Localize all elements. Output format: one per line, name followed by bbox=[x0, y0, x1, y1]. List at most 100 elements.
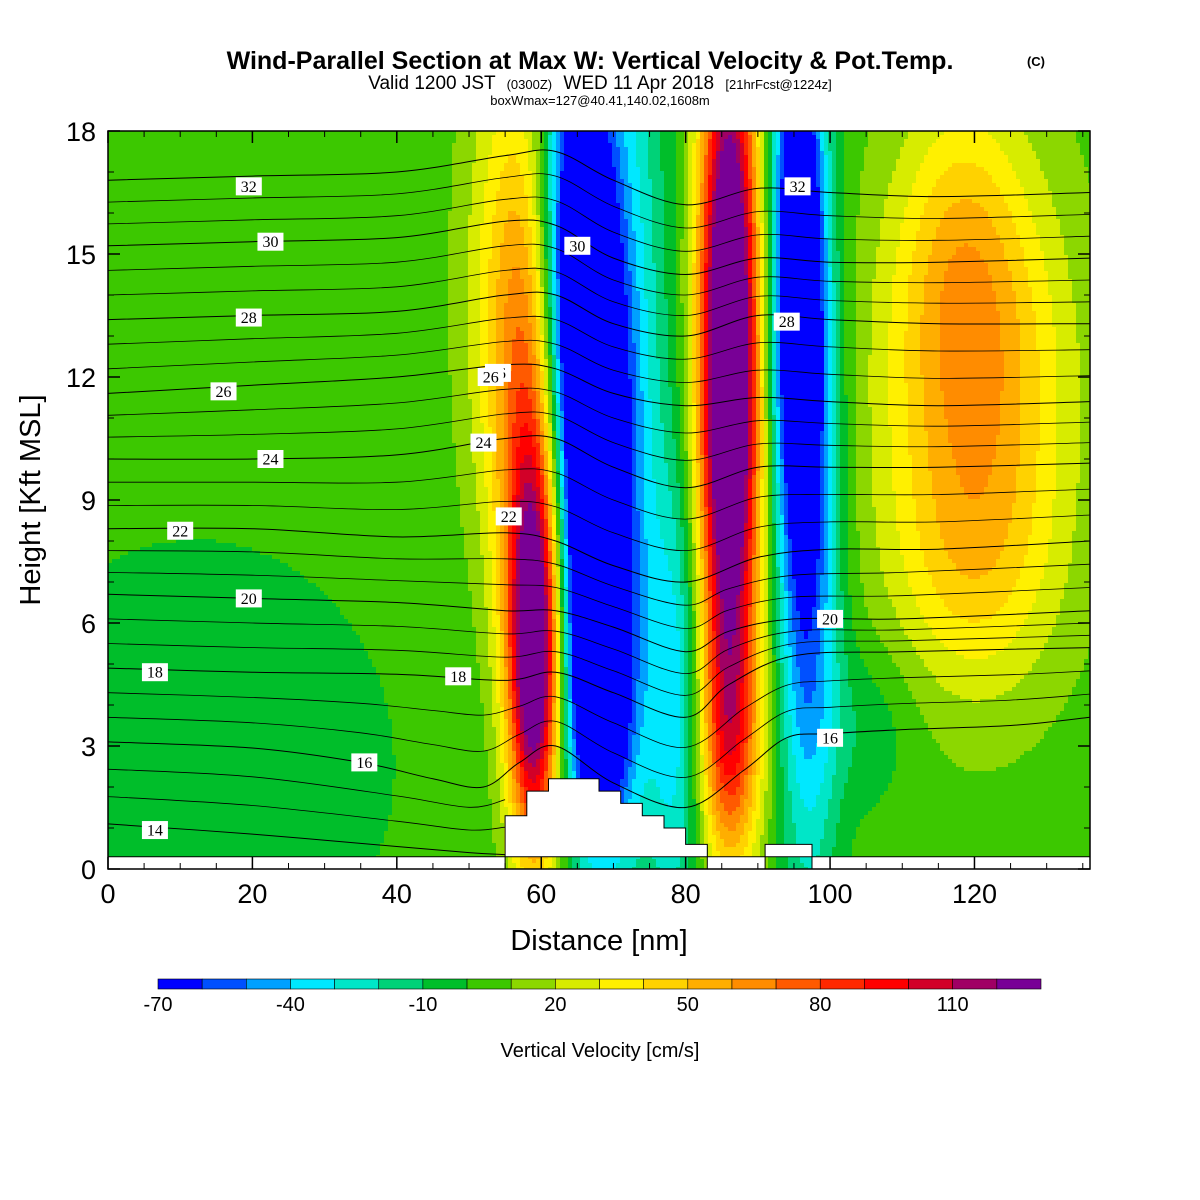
velocity-cell bbox=[288, 199, 293, 204]
velocity-cell bbox=[740, 203, 745, 208]
velocity-cell bbox=[600, 179, 605, 184]
velocity-cell bbox=[856, 147, 861, 152]
velocity-cell bbox=[112, 143, 117, 148]
velocity-cell bbox=[508, 199, 513, 204]
velocity-cell bbox=[700, 171, 705, 176]
velocity-cell bbox=[972, 143, 977, 148]
velocity-cell bbox=[332, 159, 337, 164]
velocity-cell bbox=[624, 171, 629, 176]
velocity-cell bbox=[788, 139, 793, 144]
velocity-cell bbox=[196, 143, 201, 148]
velocity-cell bbox=[392, 187, 397, 192]
velocity-cell bbox=[1084, 155, 1089, 160]
velocity-cell bbox=[348, 203, 353, 208]
velocity-cell bbox=[972, 151, 977, 156]
velocity-cell bbox=[964, 203, 969, 208]
velocity-cell bbox=[152, 167, 157, 172]
velocity-cell bbox=[672, 191, 677, 196]
velocity-cell bbox=[1060, 159, 1065, 164]
velocity-cell bbox=[636, 167, 641, 172]
velocity-cell bbox=[396, 159, 401, 164]
velocity-cell bbox=[952, 207, 957, 212]
velocity-cell bbox=[164, 179, 169, 184]
velocity-cell bbox=[424, 179, 429, 184]
velocity-cell bbox=[996, 171, 1001, 176]
velocity-cell bbox=[656, 143, 661, 148]
velocity-cell bbox=[920, 179, 925, 184]
velocity-cell bbox=[1000, 203, 1005, 208]
velocity-cell bbox=[728, 147, 733, 152]
velocity-cell bbox=[620, 175, 625, 180]
velocity-cell bbox=[1036, 159, 1041, 164]
velocity-cell bbox=[744, 179, 749, 184]
velocity-cell bbox=[876, 179, 881, 184]
velocity-cell bbox=[880, 175, 885, 180]
velocity-cell bbox=[708, 179, 713, 184]
velocity-cell bbox=[608, 159, 613, 164]
velocity-cell bbox=[760, 203, 765, 208]
velocity-cell bbox=[808, 167, 813, 172]
velocity-cell bbox=[996, 155, 1001, 160]
velocity-cell bbox=[404, 135, 409, 140]
velocity-cell bbox=[948, 207, 953, 212]
velocity-cell bbox=[916, 147, 921, 152]
velocity-cell bbox=[512, 207, 517, 212]
velocity-cell bbox=[720, 147, 725, 152]
velocity-cell bbox=[1056, 143, 1061, 148]
velocity-cell bbox=[704, 163, 709, 168]
velocity-cell bbox=[500, 171, 505, 176]
velocity-cell bbox=[148, 187, 153, 192]
velocity-cell bbox=[828, 151, 833, 156]
velocity-cell bbox=[384, 139, 389, 144]
velocity-cell bbox=[1088, 199, 1090, 204]
velocity-cell bbox=[492, 199, 497, 204]
velocity-cell bbox=[480, 147, 485, 152]
velocity-cell bbox=[1056, 179, 1061, 184]
velocity-cell bbox=[544, 207, 549, 212]
velocity-cell bbox=[1024, 179, 1029, 184]
velocity-cell bbox=[340, 203, 345, 208]
velocity-cell bbox=[224, 195, 229, 200]
velocity-cell bbox=[284, 207, 289, 212]
velocity-cell bbox=[456, 187, 461, 192]
velocity-cell bbox=[140, 203, 145, 208]
velocity-cell bbox=[1064, 187, 1069, 192]
velocity-cell bbox=[928, 175, 933, 180]
velocity-cell bbox=[876, 135, 881, 140]
velocity-cell bbox=[876, 171, 881, 176]
velocity-cell bbox=[792, 207, 797, 212]
velocity-cell bbox=[744, 203, 749, 208]
velocity-cell bbox=[372, 207, 377, 212]
velocity-cell bbox=[364, 159, 369, 164]
velocity-cell bbox=[884, 135, 889, 140]
velocity-cell bbox=[804, 135, 809, 140]
velocity-cell bbox=[752, 147, 757, 152]
velocity-cell bbox=[180, 147, 185, 152]
velocity-cell bbox=[884, 147, 889, 152]
velocity-cell bbox=[216, 195, 221, 200]
velocity-cell bbox=[724, 175, 729, 180]
velocity-cell bbox=[816, 191, 821, 196]
velocity-cell bbox=[540, 147, 545, 152]
velocity-cell bbox=[120, 211, 125, 216]
velocity-cell bbox=[960, 187, 965, 192]
velocity-cell bbox=[660, 179, 665, 184]
velocity-cell bbox=[248, 131, 253, 136]
velocity-cell bbox=[384, 135, 389, 140]
velocity-cell bbox=[868, 155, 873, 160]
velocity-cell bbox=[576, 135, 581, 140]
velocity-cell bbox=[416, 203, 421, 208]
velocity-cell bbox=[208, 171, 213, 176]
velocity-cell bbox=[1044, 167, 1049, 172]
velocity-cell bbox=[884, 159, 889, 164]
velocity-cell bbox=[664, 159, 669, 164]
velocity-cell bbox=[376, 211, 381, 216]
velocity-cell bbox=[224, 171, 229, 176]
velocity-cell bbox=[612, 155, 617, 160]
velocity-cell bbox=[1060, 207, 1065, 212]
velocity-cell bbox=[524, 191, 529, 196]
velocity-cell bbox=[816, 131, 821, 136]
velocity-cell bbox=[504, 151, 509, 156]
velocity-cell bbox=[1084, 147, 1089, 152]
velocity-cell bbox=[532, 167, 537, 172]
